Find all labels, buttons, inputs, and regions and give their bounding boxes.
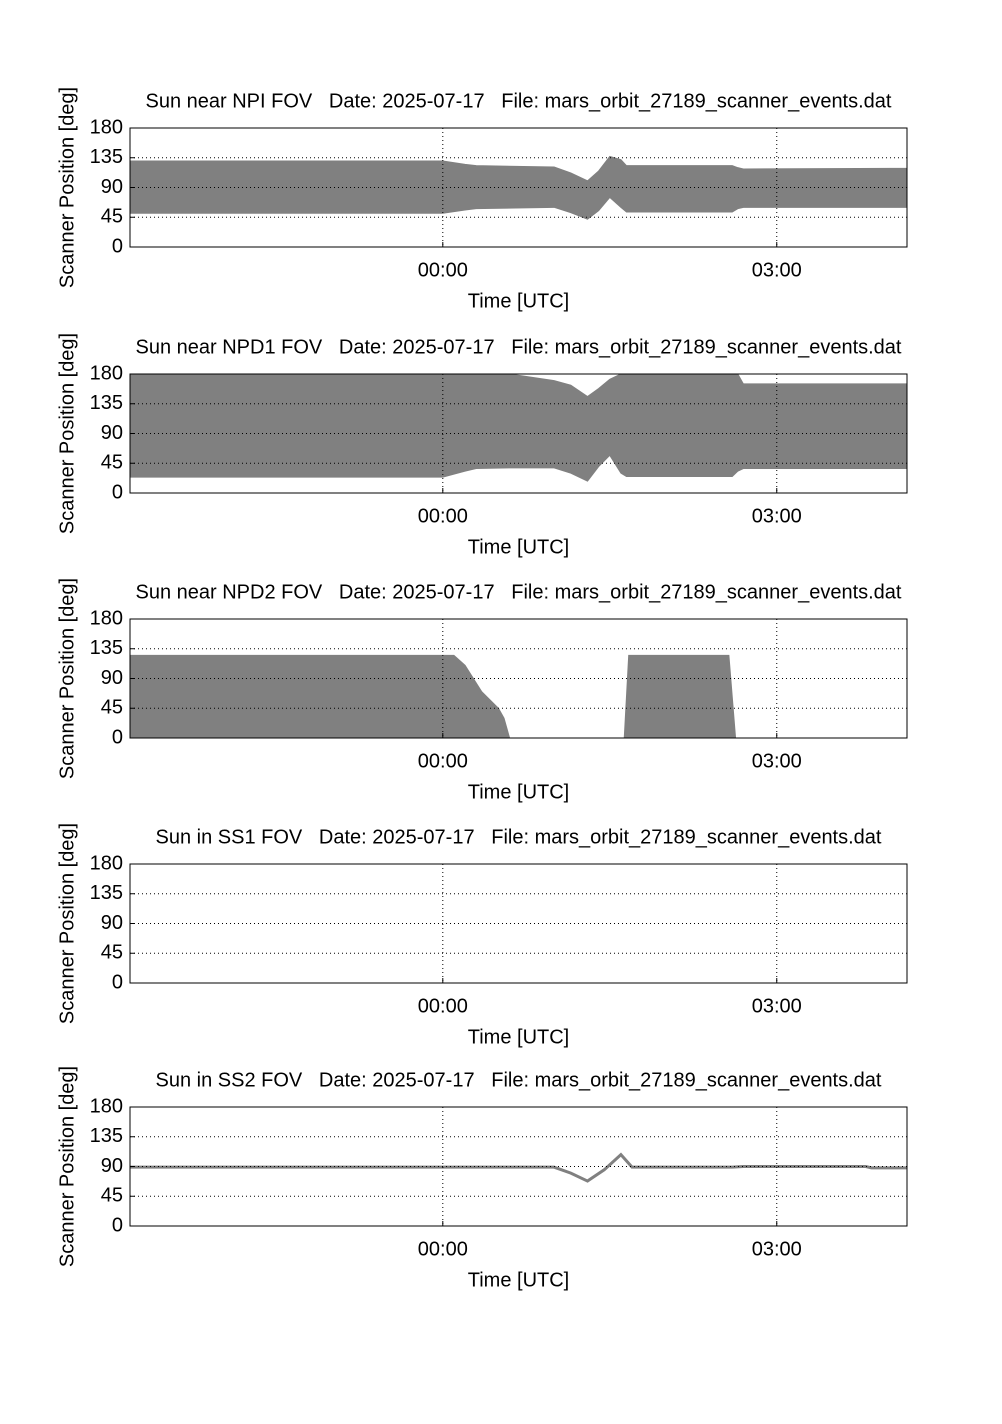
y-tick-label: 0 [112,481,123,503]
y-axis-label: Scanner Position [deg] [56,87,78,288]
x-tick-label: 03:00 [752,505,802,527]
y-tick-label: 45 [101,1185,123,1207]
plot-frame [129,373,908,494]
y-tick-label: 180 [90,116,123,138]
x-tick-label: 03:00 [752,750,802,772]
y-axis-label: Scanner Position [deg] [56,578,78,779]
y-tick-label: 90 [101,912,123,934]
chart-title: Sun near NPI FOV Date: 2025-07-17 File: … [146,90,892,112]
y-tick-label: 0 [112,971,123,993]
x-tick-label: 00:00 [418,750,468,772]
x-tick-label: 00:00 [418,259,468,281]
plot-frame [129,863,908,984]
y-tick-label: 180 [90,362,123,384]
y-tick-label: 135 [90,146,123,168]
y-tick-label: 180 [90,607,123,629]
y-tick-label: 45 [101,206,123,228]
y-axis-label: Scanner Position [deg] [56,333,78,534]
chart-title: Sun in SS1 FOV Date: 2025-07-17 File: ma… [156,826,882,848]
y-tick-label: 0 [112,1214,123,1236]
x-tick-label: 00:00 [418,505,468,527]
y-axis-label: Scanner Position [deg] [56,823,78,1024]
y-tick-label: 90 [101,422,123,444]
x-axis-label: Time [UTC] [468,290,569,312]
y-tick-label: 0 [112,235,123,257]
x-tick-label: 00:00 [418,1238,468,1260]
x-axis-label: Time [UTC] [468,781,569,803]
y-tick-label: 135 [90,637,123,659]
x-tick-label: 03:00 [752,995,802,1017]
plot-frame [129,618,908,739]
y-tick-label: 180 [90,1095,123,1117]
x-axis-label: Time [UTC] [468,536,569,558]
y-tick-label: 45 [101,452,123,474]
y-tick-label: 90 [101,667,123,689]
y-tick-label: 90 [101,1155,123,1177]
x-tick-label: 03:00 [752,259,802,281]
y-tick-label: 180 [90,852,123,874]
chart-title: Sun near NPD1 FOV Date: 2025-07-17 File:… [136,336,902,358]
y-tick-label: 45 [101,942,123,964]
plot-frame [129,1106,908,1227]
band-area [129,373,908,482]
chart-title: Sun in SS2 FOV Date: 2025-07-17 File: ma… [156,1069,882,1091]
y-tick-label: 0 [112,726,123,748]
y-tick-label: 90 [101,176,123,198]
y-tick-label: 135 [90,1125,123,1147]
x-tick-label: 00:00 [418,995,468,1017]
plot-frame [129,127,908,248]
y-tick-label: 45 [101,697,123,719]
y-tick-label: 135 [90,882,123,904]
x-tick-label: 03:00 [752,1238,802,1260]
x-axis-label: Time [UTC] [468,1269,569,1291]
y-axis-label: Scanner Position [deg] [56,1066,78,1267]
y-tick-label: 135 [90,392,123,414]
x-axis-label: Time [UTC] [468,1026,569,1048]
chart-title: Sun near NPD2 FOV Date: 2025-07-17 File:… [136,581,902,603]
